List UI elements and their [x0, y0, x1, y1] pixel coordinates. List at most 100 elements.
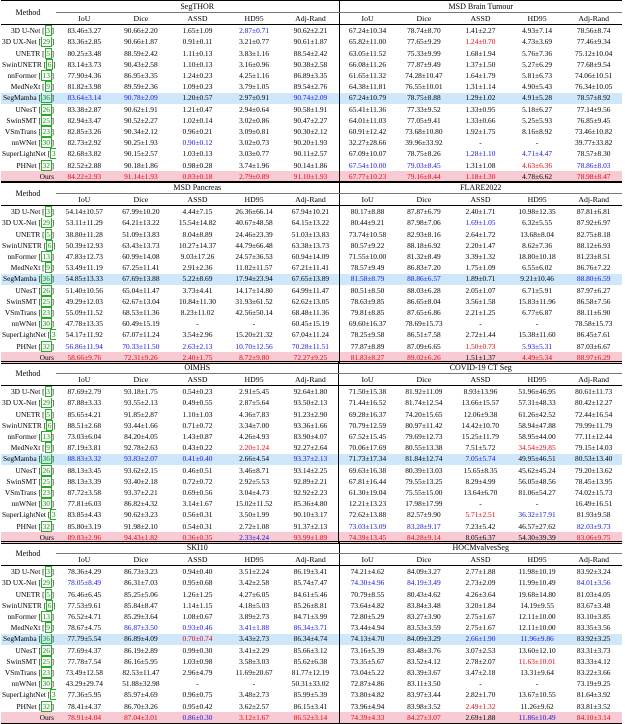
method-name: VSmTrans [23]	[4, 307, 54, 318]
metric-value: 3.89±2.73	[239, 612, 270, 622]
metric-value: 74.13±4.70	[338, 633, 396, 645]
metric-value: 2.82±1.70	[465, 690, 496, 700]
metric-value: 12.11±10.00	[518, 623, 556, 633]
metric-value: 3.42±2.58	[239, 578, 270, 588]
citation-ref: 13	[40, 251, 52, 263]
metric-value: 13.68±8.04	[520, 229, 554, 239]
metric-value: 85.74±7.47	[293, 578, 328, 588]
metric-value: 90.52±2.27	[124, 115, 158, 125]
metric-value: 82.85±3.26	[67, 126, 102, 136]
metric-value: 13.60±12.10	[518, 645, 556, 655]
metric-value: 8.29±4.99	[465, 476, 496, 486]
method-name: SegMamba [36]	[1, 633, 56, 645]
metric-header: Dice	[112, 12, 170, 26]
metric-value: 64.01±11.03	[338, 114, 396, 127]
citation-ref: 32	[40, 159, 52, 171]
table-row: SwinUNETR [6] 83.14±3.73 90.43±2.58 1.10±0.…	[1, 58, 622, 71]
metric-value: 88.59±2.42	[124, 48, 158, 58]
metric-value: 85.62±6.38	[293, 656, 328, 666]
metric-value: 4.93±7.14	[522, 26, 553, 36]
metric-value: 64.99±11.47	[291, 285, 329, 295]
metric-value: 80.55±13.38	[405, 443, 443, 453]
metric-value: 93.44±1.66	[124, 420, 158, 430]
method-column-header: Method	[1, 180, 56, 207]
metric-value: 3.83±1.16	[239, 48, 270, 58]
metric-value: 0.90±0.12	[182, 138, 213, 148]
metric-value: 73.03±13.09	[338, 520, 396, 532]
metric-value: 0.56±0.31	[182, 510, 213, 520]
metric-value: 68.53±11.36	[122, 307, 160, 317]
method-name: UNesT [26]	[15, 644, 54, 656]
metric-value: 87.19±3.81	[67, 443, 102, 453]
metric-value: 1.10±0.13	[182, 59, 213, 69]
metric-value: 9.03±17.26	[180, 252, 215, 262]
metric-value: 0.95±0.42	[182, 701, 213, 711]
method-name: PHNet [32]	[16, 340, 54, 352]
metric-value: 90.11±2.57	[293, 149, 328, 159]
metric-value: 2.91±2.36	[182, 263, 213, 273]
metric-value: 1.89±0.71	[452, 273, 509, 285]
metric-value: 83.52±4.12	[407, 656, 441, 666]
metric-value: 86.95±3.35	[124, 71, 158, 81]
metric-value: 83.14±3.73	[67, 59, 102, 69]
method-name: 3D U-Net [3]	[10, 25, 54, 37]
metric-value: 39.77±33.82	[575, 138, 613, 148]
metric-value: 81.58±8.79	[338, 273, 396, 285]
metric-value: 87.92±6.97	[576, 218, 611, 228]
metric-value: 87.03±6.67	[576, 341, 611, 351]
metric-value: 67.21±11.41	[291, 263, 329, 273]
metric-value: 86.19±2.89	[124, 645, 158, 655]
metric-value: 3.73±4.41	[182, 285, 213, 295]
metric-value: 0.49±0.55	[182, 398, 213, 408]
metric-value: 60.91±12.42	[338, 126, 396, 138]
metric-header: IoU	[338, 193, 396, 207]
method-name: MedNeXt [9]	[10, 262, 54, 274]
table-row: SuperLightNet [37] 77.36±5.95 85.97±4.69 0.…	[1, 689, 622, 701]
metric-value: 88.83±3.32	[56, 453, 113, 465]
table-row: nnFormer [13] 77.90±4.36 86.95±3.35 1.24±0.…	[1, 70, 622, 82]
metric-value: 77.65±9.29	[407, 37, 441, 47]
ours-row: Ours 58.66±9.76 72.31±9.26 2.40±1.75 8.72±9.…	[1, 351, 622, 364]
metric-value: 76.34±10.05	[575, 82, 613, 92]
metric-value: 77.05±9.41	[407, 115, 441, 125]
metric-value: 24.57±36.53	[235, 252, 273, 262]
metric-value: 3.41±2.29	[239, 645, 270, 655]
method-label: MedNeXt	[10, 623, 41, 633]
metric-value: 16.49±16.51	[575, 499, 613, 509]
method-name: UNesT [26]	[15, 284, 54, 296]
metric-value: 0.86±0.30	[169, 711, 226, 724]
table-row: nnFormer [13] 76.52±4.71 85.29±3.64 1.08±0.…	[1, 611, 622, 623]
table-row: VSmTrans [23] 87.72±3.58 93.37±2.21 0.69±0.…	[1, 487, 622, 499]
metric-value: 85.65±4.21	[67, 409, 102, 419]
method-label: UNETR	[15, 409, 41, 419]
method-name: SwinSMT [25]	[6, 114, 54, 126]
method-label: nnFormer	[7, 612, 37, 622]
metric-value: 1.41±2.27	[465, 26, 496, 36]
metric-header: HD95	[225, 193, 283, 207]
metric-value: 74.30±4.96	[338, 577, 396, 589]
metric-value: 14.42±10.70	[461, 420, 500, 430]
metric-value: 83.36±2.85	[67, 37, 102, 47]
metric-value: 54.14±10.57	[65, 207, 103, 217]
method-name: VSmTrans [23]	[4, 126, 54, 137]
method-name: UNETR [5]	[15, 228, 54, 240]
metric-value: 83.64±3.14	[56, 92, 113, 104]
method-label: SwinSMT	[6, 476, 37, 486]
metric-value: 88.54±2.42	[293, 48, 328, 58]
metric-value: 81.03±4.05	[576, 589, 611, 599]
metric-value: 79.15±14.03	[575, 443, 613, 453]
method-label: PHNet	[16, 701, 37, 711]
method-name: UNesT [26]	[15, 103, 54, 115]
metric-value: 78.74±8.70	[407, 26, 441, 36]
metric-value: 1.37±1.50	[465, 59, 496, 69]
table-row: SwinUNETR [6] 77.53±9.61 85.84±8.47 1.14±1.…	[1, 599, 622, 612]
metric-value: 78.67±4.75	[67, 623, 102, 633]
method-name: UNETR [5]	[15, 47, 54, 59]
metric-value: 0.46±0.51	[182, 465, 213, 475]
method-label: nnWNet	[11, 319, 37, 329]
metric-value: 86.34±3.71	[293, 623, 328, 633]
metric-header: HD95	[508, 12, 566, 26]
metric-value: 86.76±7.22	[576, 263, 611, 273]
citation-ref: 5	[44, 408, 52, 420]
table-row: MedNeXt [9] 53.49±11.19 67.25±11.41 2.91±2.…	[1, 262, 622, 274]
